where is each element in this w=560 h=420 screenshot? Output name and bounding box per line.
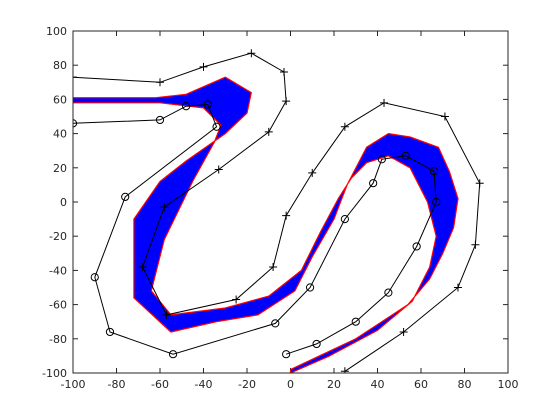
y-tick-label: 100 (46, 25, 67, 38)
data-layer (73, 49, 484, 373)
y-tick-label: 40 (53, 128, 67, 141)
circle-marker (401, 151, 410, 160)
plus-marker (199, 62, 208, 71)
plus-marker (399, 327, 408, 336)
y-tick-label: -100 (42, 367, 67, 380)
x-tick-label: -80 (108, 378, 126, 391)
x-tick-label: 100 (498, 378, 519, 391)
circle-marker (271, 319, 280, 328)
x-tick-label: 20 (327, 378, 341, 391)
y-tick-label: 80 (53, 59, 67, 72)
plus-marker (340, 367, 349, 373)
circle-marker (90, 273, 99, 282)
boundary-line-1 (73, 103, 437, 355)
y-tick-label: -60 (49, 299, 67, 312)
circle-marker (305, 283, 315, 292)
plus-marker (156, 78, 164, 87)
circle-marker (369, 179, 378, 188)
circle-marker (105, 327, 115, 337)
circle-marker (340, 215, 349, 224)
x-tick-label: 80 (458, 378, 472, 391)
circle-marker (282, 350, 291, 359)
plus-marker (247, 49, 256, 58)
plus-marker (269, 262, 278, 271)
y-tick-label: 20 (53, 162, 67, 175)
circle-marker (351, 317, 360, 326)
plus-marker (73, 73, 77, 82)
y-tick-label: -40 (49, 264, 67, 277)
y-tick-label: -80 (49, 333, 67, 346)
circle-marker (203, 100, 212, 109)
circle-marker (377, 155, 386, 164)
x-tick-label: -40 (195, 378, 213, 391)
plus-marker (214, 165, 223, 174)
y-tick-label: 0 (60, 196, 67, 209)
plus-marker (160, 203, 169, 212)
plus-marker (380, 98, 389, 107)
plot-frame (72, 30, 509, 374)
x-tick-label: -100 (61, 378, 86, 391)
x-tick-label: 60 (414, 378, 428, 391)
plus-marker (453, 283, 462, 292)
circle-marker (432, 197, 441, 207)
x-tick-label: -20 (238, 378, 256, 391)
circle-marker (412, 242, 421, 251)
plus-marker (162, 310, 171, 319)
circle-marker (312, 339, 321, 349)
trajectory-band (73, 76, 459, 373)
x-tick-label: 0 (287, 378, 294, 391)
circle-marker (429, 167, 439, 176)
circle-marker (212, 122, 221, 131)
circle-marker (182, 102, 191, 111)
plus-marker (232, 295, 241, 304)
y-tick-label: -20 (49, 230, 67, 243)
x-tick-label: -60 (151, 378, 169, 391)
circle-marker (384, 288, 393, 297)
plus-marker (279, 68, 288, 77)
circle-marker (155, 115, 165, 125)
tick-layer: -100 -80 -60 -40 -20 0 20 40 60 80 100 -100 -80 -60 -4… (42, 25, 518, 391)
x-tick-label: 40 (371, 378, 385, 391)
plus-marker (264, 127, 273, 136)
plus-marker (471, 240, 480, 249)
plus-marker (340, 122, 349, 131)
circle-marker (168, 350, 178, 359)
y-tick-label: 60 (53, 93, 67, 106)
circle-marker (121, 192, 130, 201)
plus-marker (440, 112, 449, 121)
plus-marker (308, 168, 317, 177)
plus-marker (475, 179, 484, 188)
plus-marker (282, 97, 291, 106)
plus-marker (282, 211, 291, 220)
plus-marker (138, 262, 147, 271)
